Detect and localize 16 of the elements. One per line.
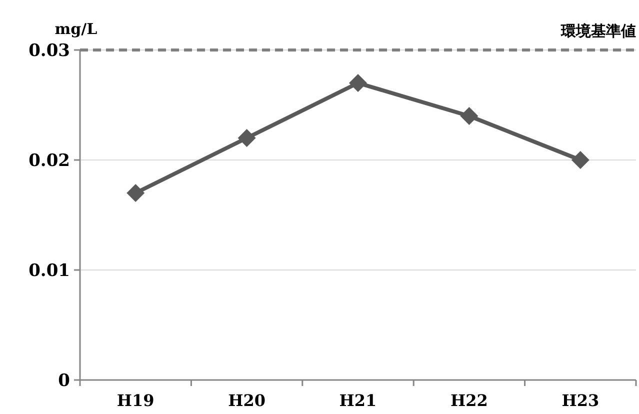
point [460, 107, 478, 125]
x-tick-label: H19 [116, 391, 154, 410]
y-tick-label: 0.03 [28, 41, 70, 61]
y-tick-label: 0.01 [28, 261, 70, 281]
ref-line-label: 環境基準値 [560, 22, 636, 40]
y-tick-label: 0.02 [28, 151, 70, 171]
point [238, 129, 256, 147]
y-tick-label: 0 [58, 371, 70, 391]
x-tick-label: H22 [450, 391, 488, 410]
x-tick-label: H21 [339, 391, 377, 410]
x-tick-label: H20 [228, 391, 266, 410]
point [571, 151, 590, 169]
y-axis-title: mg/L [54, 20, 98, 38]
point [126, 184, 145, 202]
point [349, 74, 367, 92]
x-tick-label: H23 [562, 391, 600, 410]
